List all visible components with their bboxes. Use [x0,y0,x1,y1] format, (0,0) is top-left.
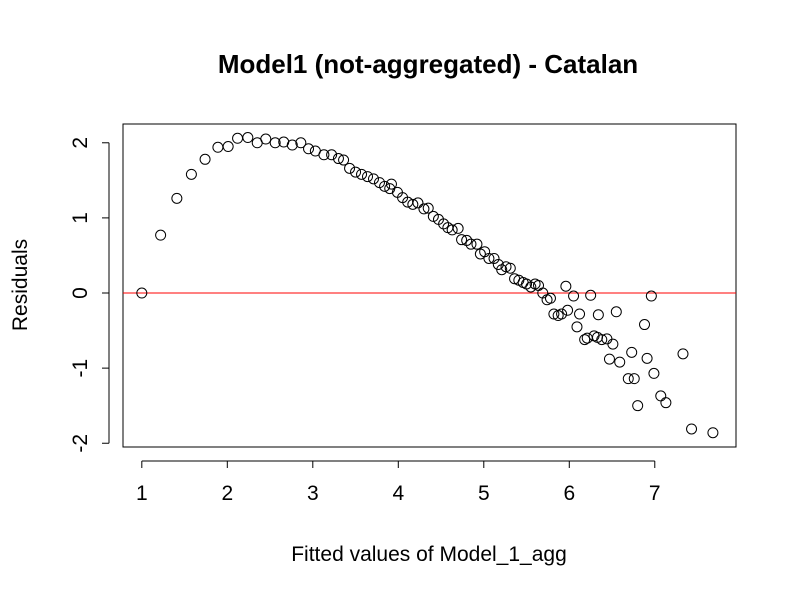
x-tick-label: 5 [478,482,490,505]
data-point [581,332,593,344]
data-point [461,234,473,246]
data-point [628,373,640,385]
x-tick-label: 1 [136,482,148,505]
data-point [533,280,545,291]
y-tick-label: 2 [69,137,92,149]
data-point [645,290,657,302]
data-point [707,427,719,439]
data-point [544,292,556,304]
plot-frame [122,123,737,448]
data-point [379,180,391,192]
data-point [585,289,597,301]
data-point [488,252,500,264]
x-axis-label: Fitted values of Model_1_agg [291,543,567,566]
data-point [562,304,574,316]
y-tick-label: -1 [69,359,92,378]
data-point [295,137,307,149]
data-point [269,137,281,149]
data-point [199,153,211,165]
chart-title: Model1 (not-aggregated) - Catalan [218,49,638,79]
data-point [686,423,698,435]
data-point [171,192,183,204]
data-point [560,280,572,292]
data-point [222,141,234,153]
data-point [332,153,344,165]
data-point [407,198,419,210]
data-point [242,132,254,144]
data-point [136,287,148,299]
x-tick-label: 7 [649,482,661,505]
data-point [556,308,568,320]
data-point [446,224,458,236]
data-point [641,352,653,364]
data-point [592,309,604,321]
y-axis: -2 -1 0 1 2 [69,137,110,453]
data-point [318,149,330,161]
data-point [418,203,430,215]
data-point [571,321,583,333]
data-point [655,390,667,402]
data-point [303,143,315,155]
data-point [626,346,638,358]
data-point [185,168,197,180]
data-point [212,141,224,153]
x-tick-label: 2 [221,482,233,505]
data-point [338,154,350,166]
data-point [574,308,586,320]
data-point [632,400,644,412]
data-point [465,238,477,250]
data-point [412,197,424,209]
data-point [568,290,580,302]
data-point [452,222,464,234]
data-point [344,162,356,174]
data-point [350,166,362,178]
data-point [326,149,338,161]
data-point [610,306,622,318]
data-point [622,373,634,385]
data-point [603,353,615,365]
y-tick-label: 1 [69,212,92,224]
data-point [648,367,660,379]
data-point [579,334,591,346]
data-point [438,218,450,230]
data-point [260,133,272,145]
data-point [286,139,298,151]
data-point [368,173,380,185]
data-point [456,234,468,246]
data-point [504,262,516,274]
data-point [427,210,439,222]
data-point [422,202,434,214]
data-point [471,238,483,250]
data-point [232,132,244,144]
data-point [385,178,397,190]
y-tick-label: 0 [69,287,92,299]
data-point [356,168,368,180]
data-point [362,171,374,183]
data-point [614,356,626,368]
y-axis-label: Residuals [9,239,32,331]
data-point [596,334,608,346]
x-tick-label: 4 [392,482,404,505]
x-tick-label: 3 [307,482,319,505]
data-point [677,348,689,360]
data-point [500,261,512,273]
data-point [483,252,495,264]
points-layer [136,132,719,439]
x-tick-label: 6 [563,482,575,505]
data-point [607,338,619,350]
y-tick-label: -2 [69,434,92,453]
data-point [548,308,560,320]
data-point [660,397,672,409]
data-point [155,229,167,241]
data-point [639,319,651,331]
x-axis: 1 2 3 4 5 6 7 [136,460,661,505]
